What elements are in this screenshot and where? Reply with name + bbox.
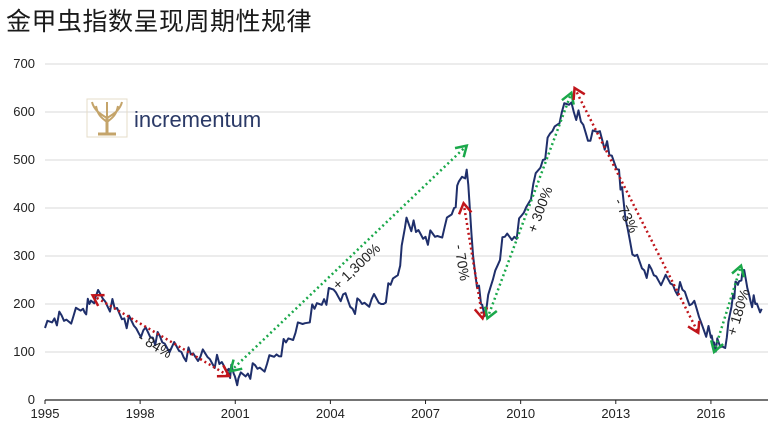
arrow-head bbox=[454, 143, 469, 158]
x-tick-label: 2010 bbox=[506, 406, 535, 421]
x-tick-label: 2004 bbox=[316, 406, 345, 421]
annotation-label: - 70% bbox=[451, 243, 473, 282]
y-tick-label: 0 bbox=[28, 392, 35, 407]
y-tick-label: 700 bbox=[13, 56, 35, 71]
annotation-line bbox=[712, 265, 743, 353]
y-tick-label: 200 bbox=[13, 296, 35, 311]
logo-wordmark: incrementum bbox=[134, 107, 261, 132]
arrow-head bbox=[572, 85, 586, 101]
x-tick-label: 1995 bbox=[31, 406, 60, 421]
annotation-line bbox=[573, 87, 700, 334]
annotation-label: + 180% bbox=[723, 287, 753, 337]
x-tick-label: 2013 bbox=[601, 406, 630, 421]
arrow-head bbox=[731, 263, 746, 278]
arrow-head bbox=[709, 340, 724, 355]
annotation-label: - 73% bbox=[611, 195, 642, 235]
annotation-arrow: + 1,300% bbox=[228, 143, 469, 373]
annotation-label: + 1,300% bbox=[329, 240, 383, 293]
y-tick-label: 400 bbox=[13, 200, 35, 215]
arrow-head bbox=[457, 200, 473, 215]
page-title: 金甲虫指数呈现周期性规律 bbox=[6, 7, 313, 36]
arrow-head bbox=[228, 359, 243, 373]
arrow-head bbox=[216, 364, 231, 378]
annotation-arrow: + 300% bbox=[483, 90, 575, 321]
annotation-arrow: - 70% bbox=[451, 200, 489, 321]
y-tick-label: 500 bbox=[13, 152, 35, 167]
tree-icon bbox=[86, 98, 128, 138]
y-tick-label: 100 bbox=[13, 344, 35, 359]
arrow-head bbox=[561, 90, 575, 105]
x-tick-label: 1998 bbox=[126, 406, 155, 421]
annotation-line bbox=[229, 144, 468, 373]
incrementum-logo: incrementum bbox=[86, 98, 261, 138]
series-layer bbox=[44, 101, 763, 387]
annotation-line bbox=[91, 294, 230, 378]
x-tick-label: 2016 bbox=[696, 406, 725, 421]
x-tick-label: 2001 bbox=[221, 406, 250, 421]
arrow-head bbox=[90, 293, 105, 307]
x-tick-label: 2007 bbox=[411, 406, 440, 421]
y-tick-label: 600 bbox=[13, 104, 35, 119]
arrow-head bbox=[483, 306, 498, 321]
annotation-arrow: - 73% bbox=[572, 85, 701, 335]
series-line bbox=[44, 101, 763, 387]
arrow-head bbox=[687, 320, 701, 335]
y-tick-label: 300 bbox=[13, 248, 35, 263]
annotation-label: - 84% bbox=[135, 329, 175, 361]
grid-lines bbox=[45, 63, 768, 353]
axes: 0 100 200 300 400 500 600 700 1995 1998 2001 2004 20… bbox=[13, 56, 768, 421]
annotation-line bbox=[486, 92, 573, 319]
